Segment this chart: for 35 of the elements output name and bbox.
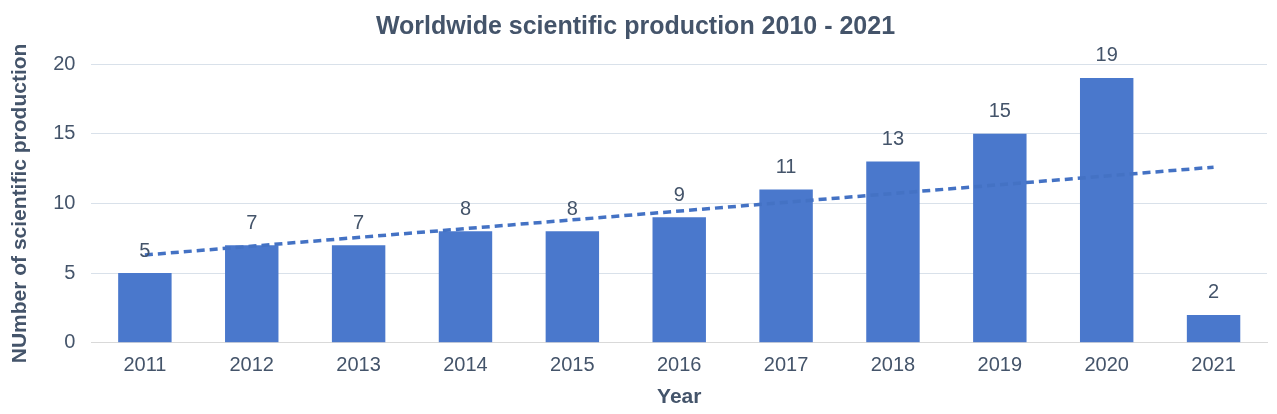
chart-title: Worldwide scientific production 2010 - 2021 [375,10,896,39]
data-label: 9 [673,182,685,205]
x-tick-label: 2017 [763,353,809,376]
x-tick-label: 2015 [550,353,595,376]
x-tick-label: 2021 [1191,353,1236,376]
x-tick-label: 2014 [443,353,488,376]
x-axis-title: Year [657,384,702,408]
x-tick-label: 2016 [656,353,702,376]
x-tick-label: 2019 [977,353,1023,376]
data-label: 8 [566,196,578,219]
y-tick-label: 15 [53,121,76,144]
x-tick-label: 2013 [336,353,381,376]
bar [331,245,386,343]
data-label: 13 [881,127,905,150]
data-label: 7 [353,210,365,233]
data-label: 5 [139,238,151,261]
bar [545,231,600,343]
data-label: 15 [988,99,1011,122]
bar [1186,314,1241,343]
data-label: 8 [459,196,472,219]
y-tick-label: 5 [64,260,76,283]
bar [118,273,172,343]
data-label: 19 [1095,43,1118,66]
bar [652,217,706,343]
data-label: 7 [246,210,258,233]
y-tick-label: 0 [64,330,76,353]
x-tick-label: 2012 [229,353,274,376]
y-axis-title: NUmber of scientific production [7,43,31,364]
y-tick-label: 10 [53,190,76,213]
data-label: 2 [1208,280,1220,303]
x-tick-label: 2018 [870,353,916,376]
x-tick-label: 2011 [123,353,167,376]
x-tick-label: 2020 [1084,353,1129,376]
data-label: 11 [775,154,797,177]
y-tick-label: 20 [53,51,76,74]
